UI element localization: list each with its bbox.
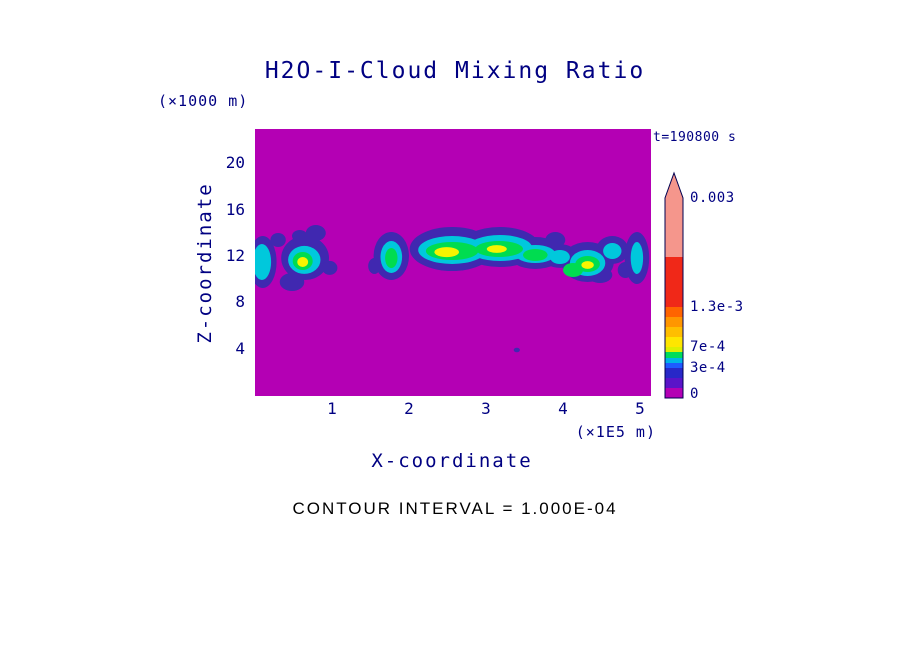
cloud-contour-blob <box>603 243 622 259</box>
x-tick-label: 2 <box>404 399 414 418</box>
cloud-contour-blob <box>322 260 338 275</box>
x-axis-unit: (×1E5 m) <box>575 423 656 441</box>
colorbar-segment <box>665 198 683 257</box>
colorbar-segment <box>665 363 683 368</box>
chart-title: H2O-I-Cloud Mixing Ratio <box>264 58 646 84</box>
colorbar-segment <box>665 307 683 317</box>
colorbar-label: 3e-4 <box>690 360 726 376</box>
colorbar-segment <box>665 257 683 307</box>
colorbar-segment <box>665 368 683 378</box>
cloud-contour-blob <box>549 250 570 264</box>
cloud-contour-blob <box>545 232 566 248</box>
cloud-contour-blob <box>297 257 309 267</box>
cloud-contour-blob <box>305 225 326 241</box>
colorbar-svg <box>664 171 684 399</box>
y-axis-unit: (×1000 m) <box>158 92 249 110</box>
contour-field <box>255 129 651 396</box>
y-tick-label: 4 <box>235 338 245 358</box>
contour-interval-note: CONTOUR INTERVAL = 1.000E-04 <box>292 499 618 518</box>
y-tick-label: 12 <box>225 246 245 265</box>
y-tick-label: 16 <box>225 199 245 219</box>
cloud-contour-blob <box>270 233 286 247</box>
cloud-contour-blob <box>434 247 459 258</box>
x-tick-label: 4 <box>558 399 568 418</box>
colorbar-segment <box>665 352 683 358</box>
x-tick-label: 1 <box>327 399 337 418</box>
cloud-contour-blob <box>486 245 507 253</box>
y-tick-label: 8 <box>235 292 245 312</box>
colorbar-segment <box>665 337 683 347</box>
colorbar-label: 0.003 <box>690 190 735 206</box>
colorbar-segment <box>665 378 683 388</box>
colorbar-label: 0 <box>690 386 699 402</box>
colorbar-outline <box>664 171 684 399</box>
cloud-contour-blob <box>255 244 272 280</box>
colorbar-segment <box>665 317 683 327</box>
cloud-contour-blob <box>513 347 520 353</box>
cloud-field-svg <box>255 129 651 396</box>
colorbar-segment <box>665 327 683 337</box>
x-tick-label: 3 <box>481 399 491 418</box>
colorbar-label: 1.3e-3 <box>690 299 744 315</box>
cloud-contour-blob <box>581 261 594 269</box>
colorbar-arrow <box>665 173 683 198</box>
cloud-contour-blob <box>523 249 548 261</box>
cloud-contour-blob <box>385 248 398 268</box>
colorbar-segment <box>665 388 683 398</box>
colorbar-segment <box>665 347 683 352</box>
y-tick-label: 20 <box>225 153 245 173</box>
time-annotation: t=190800 s <box>653 130 737 145</box>
x-axis-label: X-coordinate <box>371 450 533 472</box>
colorbar <box>663 170 685 406</box>
colorbar-segment <box>665 358 683 363</box>
cloud-contour-blob <box>630 242 644 274</box>
colorbar-label: 7e-4 <box>690 339 726 355</box>
x-tick-label: 5 <box>635 399 645 418</box>
